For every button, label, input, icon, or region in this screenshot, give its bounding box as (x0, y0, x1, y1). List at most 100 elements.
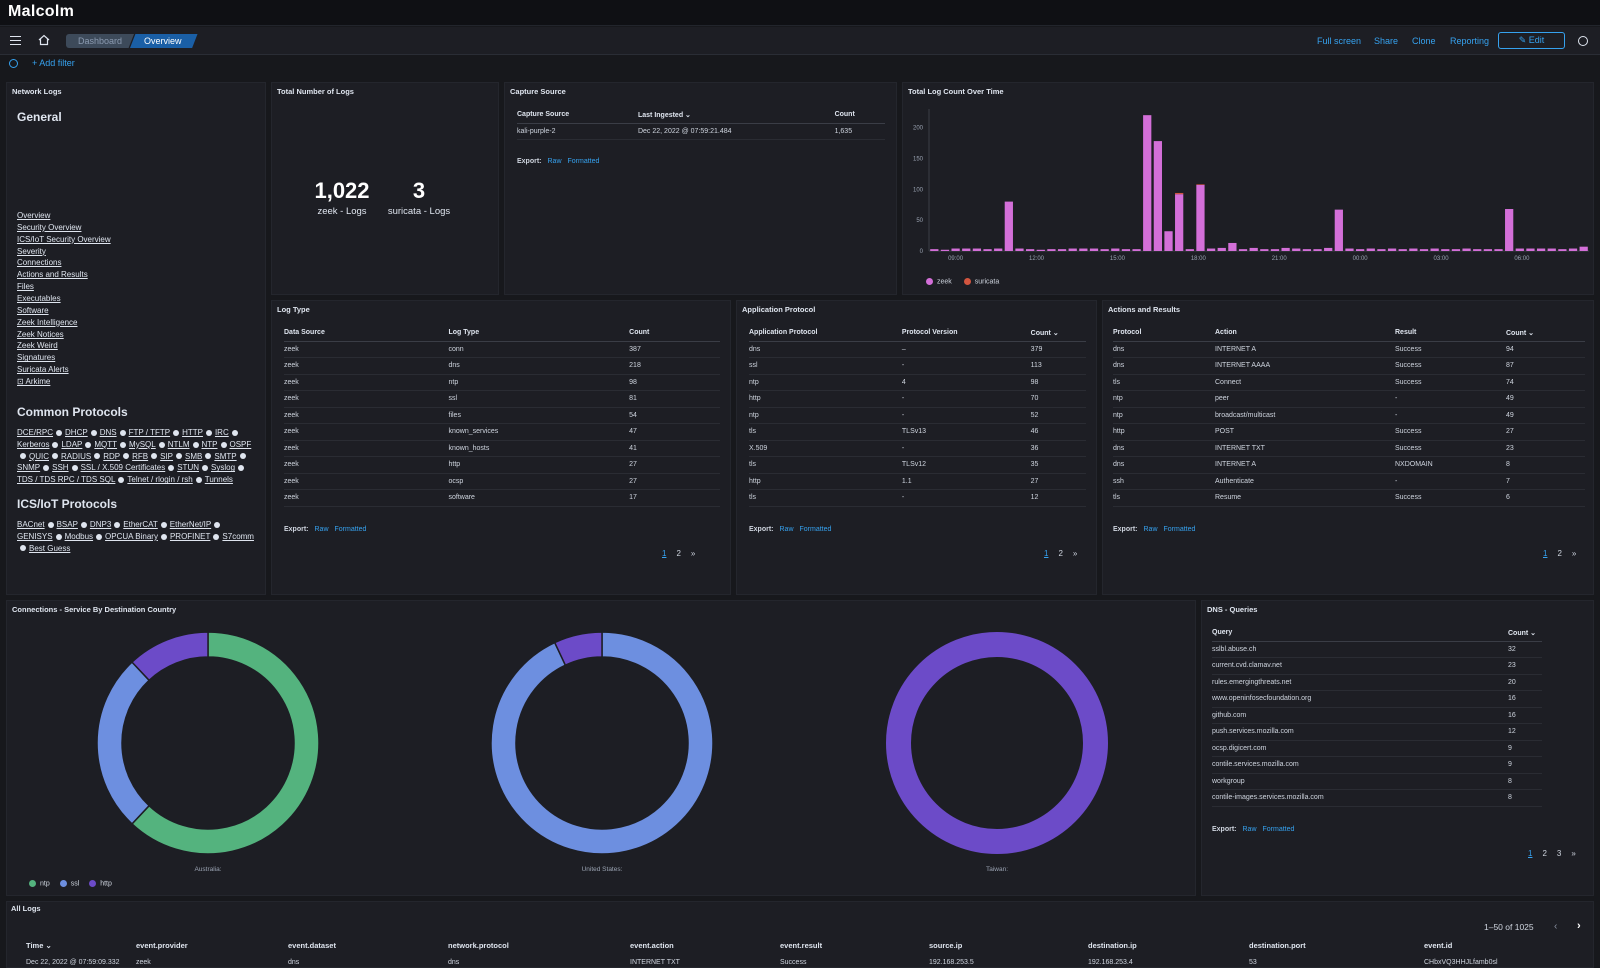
zeek-bar[interactable] (1270, 249, 1280, 251)
protocol-link[interactable]: SSL / X.509 Certificates (80, 463, 166, 473)
column-header[interactable]: event.id (1424, 941, 1453, 950)
suricata-bar[interactable] (1175, 192, 1184, 195)
zeek-bar[interactable] (983, 249, 992, 251)
column-header[interactable]: source.ip (929, 941, 963, 950)
table-row[interactable]: tls Connect Success 74 (1113, 374, 1585, 391)
table-row[interactable]: contile-images.services.mozilla.com 8 (1212, 789, 1542, 807)
table-row[interactable]: ntp -52 (749, 407, 1086, 424)
zeek-bar[interactable] (1089, 248, 1099, 251)
column-header[interactable]: event.dataset (288, 941, 336, 950)
column-header[interactable]: Count (629, 325, 720, 342)
column-header[interactable]: Result (1395, 325, 1506, 342)
column-header[interactable]: Data Source (284, 325, 449, 342)
menu-icon[interactable] (10, 36, 21, 45)
page-link[interactable]: 2 (676, 549, 681, 558)
help-icon[interactable] (1578, 36, 1588, 46)
sidebar-link[interactable]: ICS/IoT Security Overview (17, 234, 111, 244)
protocol-link[interactable]: NTP (201, 439, 218, 449)
zeek-bar[interactable] (1260, 249, 1269, 251)
sidebar-link[interactable]: Actions and Results (17, 270, 88, 280)
page-link[interactable]: 2 (1542, 849, 1547, 858)
protocol-link[interactable]: Modbus (64, 531, 94, 541)
protocol-link[interactable]: DNS (99, 428, 117, 437)
zeek-bar[interactable] (972, 248, 982, 251)
column-header[interactable]: Time ⌄ (26, 941, 52, 950)
edit-button[interactable]: ✎ Edit (1498, 32, 1565, 49)
column-header[interactable]: network.protocol (448, 941, 509, 950)
sidebar-link[interactable]: Overview (17, 211, 51, 220)
sidebar-link[interactable]: Suricata Alerts (17, 365, 69, 375)
table-row[interactable]: zeek ntp 98 (284, 374, 720, 391)
zeek-bar[interactable] (1036, 249, 1045, 251)
column-header[interactable]: Count ⌄ (1506, 325, 1585, 342)
protocol-link[interactable]: STUN (177, 463, 199, 473)
protocol-link[interactable]: Telnet / rlogin / rsh (127, 475, 193, 485)
page-link[interactable]: » (1072, 549, 1078, 558)
zeek-bar[interactable] (994, 248, 1003, 251)
column-header[interactable]: destination.port (1249, 941, 1306, 950)
zeek-bar[interactable] (1111, 248, 1120, 251)
home-icon[interactable] (38, 34, 50, 46)
table-row[interactable]: zeek dns 218 (284, 357, 720, 375)
page-link[interactable]: » (690, 549, 696, 558)
table-row[interactable]: dns INTERNET AAAA Success 87 (1113, 357, 1585, 375)
protocol-link[interactable]: SMB (185, 451, 203, 461)
table-row[interactable]: github.com 16 (1212, 707, 1542, 724)
table-row[interactable]: push.services.mozilla.com 12 (1212, 723, 1542, 741)
zeek-bar[interactable] (1473, 249, 1482, 251)
table-row[interactable]: kali-purple-2 Dec 22, 2022 @ 07:59:21.484… (517, 123, 885, 140)
protocol-link[interactable]: BSAP (56, 520, 78, 529)
protocol-link[interactable]: DHCP (65, 428, 88, 437)
table-row[interactable]: ssl -113 (749, 357, 1086, 375)
sidebar-link[interactable]: Software (17, 305, 49, 315)
zeek-bar[interactable] (1579, 246, 1588, 251)
donut-slice[interactable] (886, 632, 1108, 854)
page-link[interactable]: 2 (1557, 549, 1562, 558)
table-row[interactable]: http -70 (749, 390, 1086, 408)
protocol-link[interactable]: OSPF (229, 439, 252, 449)
column-header[interactable]: Capture Source (517, 107, 638, 124)
table-row[interactable]: current.cvd.clamav.net 23 (1212, 657, 1542, 675)
table-row[interactable]: ssh Authenticate -7 (1113, 473, 1585, 490)
page-link[interactable]: 3 (1556, 849, 1562, 858)
zeek-bar[interactable] (1494, 249, 1503, 251)
protocol-link[interactable]: S7comm (222, 531, 254, 541)
zeek-bar[interactable] (1143, 115, 1152, 251)
zeek-bar[interactable] (951, 248, 960, 251)
zeek-bar[interactable] (1292, 248, 1301, 251)
sidebar-link[interactable]: Severity (17, 246, 46, 256)
table-row[interactable]: dns INTERNET A NXDOMAIN 8 (1113, 456, 1585, 474)
table-row[interactable]: http 1.1 27 (749, 473, 1086, 490)
protocol-link[interactable]: DCE/RPC (17, 428, 54, 437)
zeek-bar[interactable] (1526, 248, 1535, 251)
protocol-link[interactable]: SSH (52, 463, 69, 473)
sidebar-link[interactable]: Zeek Weird (17, 341, 58, 351)
export-formatted-link[interactable]: Formatted (567, 158, 600, 165)
protocol-link[interactable]: RADIUS (61, 451, 92, 461)
protocol-link[interactable]: Tunnels (204, 475, 233, 485)
column-header[interactable]: event.action (630, 941, 674, 950)
page-link[interactable]: 1 (662, 549, 667, 558)
protocol-link[interactable]: NTLM (167, 439, 190, 449)
zeek-bar[interactable] (1536, 248, 1546, 251)
protocol-link[interactable]: IRC (214, 428, 229, 437)
sidebar-link[interactable]: Zeek Intelligence (17, 317, 78, 327)
full-screen-link[interactable]: Full screen (1317, 36, 1362, 46)
zeek-legend-label[interactable]: zeek (937, 278, 952, 286)
table-row[interactable]: dns INTERNET TXT Success 23 (1113, 440, 1585, 457)
zeek-bar[interactable] (1430, 248, 1439, 251)
clone-link[interactable]: Clone (1412, 36, 1436, 46)
sidebar-link[interactable]: Security Overview (17, 222, 82, 232)
zeek-bar[interactable] (1057, 249, 1067, 251)
sidebar-link[interactable]: ⊡ Arkime (17, 376, 51, 386)
sidebar-link[interactable]: Executables (17, 293, 61, 303)
protocol-link[interactable]: EtherNet/IP (169, 520, 212, 529)
protocol-link[interactable]: Best Guess (29, 543, 71, 553)
table-row[interactable]: tls -12 (749, 489, 1086, 507)
export-raw-link[interactable]: Raw (547, 158, 562, 165)
table-row[interactable]: dns –379 (749, 341, 1086, 358)
zeek-bar[interactable] (1185, 249, 1194, 251)
protocol-link[interactable]: DNP3 (89, 520, 112, 529)
table-row[interactable]: workgroup 8 (1212, 773, 1542, 790)
export-raw-link[interactable]: Raw (1242, 826, 1257, 833)
